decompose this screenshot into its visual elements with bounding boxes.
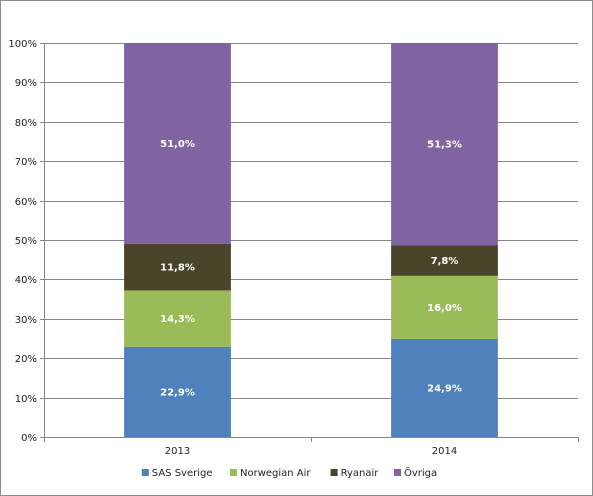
x-tick-label: 2014 [432,446,457,457]
x-tick-label: 2013 [165,446,190,457]
bar-segment [124,290,231,347]
y-tick-label: 20% [15,354,37,365]
bar-segment [391,275,498,339]
bar-segment [124,346,231,437]
legend-swatch [230,469,237,476]
legend-label: Ryanair [341,468,380,479]
data-label: 7,8% [431,256,459,267]
data-label: 22,9% [160,387,195,398]
data-label: 51,0% [160,139,195,150]
data-label: 24,9% [427,383,462,394]
legend-swatch [141,469,149,476]
data-label: 51,3% [427,140,462,151]
y-tick-label: 70% [15,157,37,168]
legend: SAS Sverige Norwegian Air Ryanair Övriga [141,466,437,479]
bar-segment [124,43,231,244]
legend-label: SAS Sverige [152,468,213,479]
y-tick-label: 50% [15,236,37,247]
y-tick-label: 40% [15,275,37,286]
y-tick-label: 100% [8,39,37,50]
y-tick-label: 10% [15,394,37,405]
bar-segment [391,245,498,276]
data-label: 16,0% [427,303,462,314]
y-tick-label: 30% [15,315,37,326]
bar-segment [391,338,498,437]
y-tick-label: 0% [21,433,37,444]
legend-label: Övriga [404,466,437,479]
data-labels: 22,9% 14,3% 11,8% 51,0% 24,9% 16,0% 7,8% 51,3% [160,139,462,398]
bars [124,43,498,437]
legend-label: Norwegian Air [240,468,311,479]
bar-segment [391,43,498,246]
data-label: 11,8% [160,263,195,274]
axes: 0% 10% 20% 30% 40% 50% 60% 70% 80% 90% 100% 2013 201… [8,39,579,457]
bar-segment [124,243,231,291]
legend-swatch [394,469,401,476]
data-label: 14,3% [160,314,195,325]
y-tick-label: 90% [15,78,37,89]
y-tick-label: 80% [15,118,37,129]
y-tick-label: 60% [15,197,37,208]
legend-swatch [330,469,338,476]
